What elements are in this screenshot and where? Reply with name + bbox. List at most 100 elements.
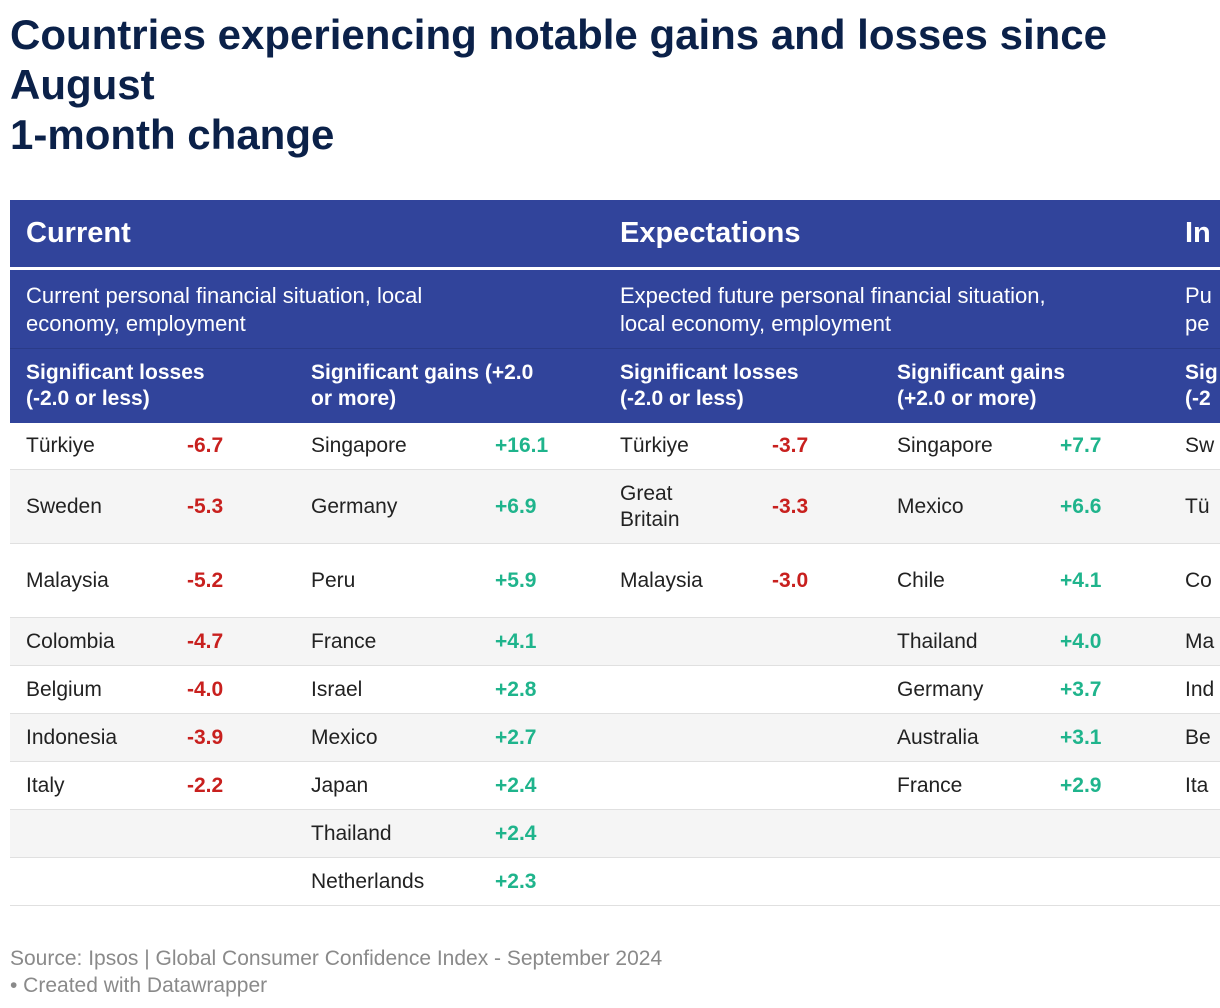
chart-title: Countries experiencing notable gains and… bbox=[10, 10, 1200, 160]
change-value: -4.7 bbox=[187, 630, 224, 653]
table-row: Türkiye -6.7 Singapore +16.1 Türkiye -3.7 Sing… bbox=[10, 422, 1220, 470]
section-title-current: Current bbox=[26, 217, 131, 249]
change-value: -3.0 bbox=[772, 569, 809, 592]
country-name: Türkiye bbox=[26, 434, 95, 457]
data-table: Current Expectations In Current personal… bbox=[10, 200, 1220, 910]
country-name: Mexico bbox=[311, 726, 378, 749]
country-name: Germany bbox=[311, 495, 398, 518]
country-name: Mexico bbox=[897, 495, 964, 518]
change-value: +2.7 bbox=[495, 726, 537, 749]
header-line: Significant losses bbox=[620, 361, 799, 384]
change-value: +3.1 bbox=[1060, 726, 1102, 749]
change-value: +16.1 bbox=[495, 434, 549, 457]
change-value: +5.9 bbox=[495, 569, 537, 592]
country-name: Ma bbox=[1185, 630, 1215, 653]
header-line: Significant gains bbox=[897, 361, 1066, 384]
country-name: Indonesia bbox=[26, 726, 118, 749]
change-value: -5.2 bbox=[187, 569, 224, 592]
change-value: -3.7 bbox=[772, 434, 809, 457]
change-value: +4.0 bbox=[1060, 630, 1102, 653]
header-line: Significant losses bbox=[26, 361, 205, 384]
header-line: (-2.0 or less) bbox=[26, 387, 150, 410]
change-value: +3.7 bbox=[1060, 678, 1102, 701]
country-name: Belgium bbox=[26, 678, 102, 701]
change-value: +4.1 bbox=[495, 630, 537, 653]
change-value: -4.0 bbox=[187, 678, 224, 701]
description-line: Current personal financial situation, lo… bbox=[26, 283, 423, 308]
country-name: Thailand bbox=[311, 822, 392, 845]
country-name: Malaysia bbox=[620, 569, 703, 592]
country-name: Singapore bbox=[897, 434, 993, 457]
section-title-row: Current Expectations In bbox=[10, 200, 1220, 267]
credit-note: • Created with Datawrapper bbox=[10, 974, 268, 997]
table-row: Italy -2.2 Japan +2.4 France +2.9 Ita bbox=[10, 762, 1220, 810]
source-note: Source: Ipsos | Global Consumer Confiden… bbox=[10, 947, 663, 970]
table-row: Malaysia -5.2 Peru +5.9 Malaysia -3.0 Chile +4.… bbox=[10, 544, 1220, 618]
description-line: economy, employment bbox=[26, 311, 246, 336]
country-name: Chile bbox=[897, 569, 945, 592]
description-line: pe bbox=[1185, 311, 1210, 336]
table-row: Netherlands +2.3 bbox=[10, 858, 1220, 906]
country-name: France bbox=[311, 630, 377, 653]
table-row: Thailand +2.4 bbox=[10, 810, 1220, 858]
country-name: Netherlands bbox=[311, 870, 425, 893]
country-name-line: Britain bbox=[620, 508, 680, 531]
change-value: +2.8 bbox=[495, 678, 537, 701]
title-line-1: Countries experiencing notable gains and… bbox=[10, 11, 1107, 58]
country-name: Great Britain bbox=[620, 481, 680, 533]
description-line: Expected future personal financial situa… bbox=[620, 283, 1046, 308]
table-row: Sweden -5.3 Germany +6.9 Great Britain -3.3 Mex… bbox=[10, 470, 1220, 544]
title-line-2: August bbox=[10, 61, 155, 108]
change-value: +2.9 bbox=[1060, 774, 1102, 797]
change-value: +7.7 bbox=[1060, 434, 1102, 457]
change-value: -5.3 bbox=[187, 495, 224, 518]
country-name: Australia bbox=[897, 726, 979, 749]
header-line: (-2 bbox=[1185, 387, 1211, 410]
section-title-third: In bbox=[1185, 217, 1211, 249]
country-name: France bbox=[897, 774, 963, 797]
description-line: local economy, employment bbox=[620, 311, 892, 336]
section-description-expectations: Expected future personal financial situa… bbox=[620, 282, 1046, 338]
footer: Source: Ipsos | Global Consumer Confiden… bbox=[10, 945, 1010, 999]
change-value: -6.7 bbox=[187, 434, 224, 457]
section-title-expectations: Expectations bbox=[620, 217, 801, 249]
table-row: Indonesia -3.9 Mexico +2.7 Australia +3.1 Be bbox=[10, 714, 1220, 762]
header-line: (-2.0 or less) bbox=[620, 387, 744, 410]
country-name: Israel bbox=[311, 678, 363, 701]
country-name: Co bbox=[1185, 569, 1212, 592]
header-divider bbox=[10, 267, 1220, 270]
change-value: +6.9 bbox=[495, 495, 537, 518]
column-header-current-gains: Significant gains (+2.0 or more) bbox=[311, 360, 533, 412]
country-name: Ita bbox=[1185, 774, 1209, 797]
description-line: Pu bbox=[1185, 283, 1212, 308]
change-value: +2.3 bbox=[495, 870, 537, 893]
country-name: Singapore bbox=[311, 434, 407, 457]
section-description-row: Current personal financial situation, lo… bbox=[10, 270, 1220, 348]
change-value: +4.1 bbox=[1060, 569, 1102, 592]
change-value: +2.4 bbox=[495, 774, 537, 797]
country-name: Japan bbox=[311, 774, 369, 797]
header-line: Sig bbox=[1185, 361, 1218, 384]
section-description-third: Pu pe bbox=[1185, 282, 1212, 338]
country-name: Sweden bbox=[26, 495, 102, 518]
country-name-line: Great bbox=[620, 482, 673, 505]
country-name: Italy bbox=[26, 774, 65, 797]
column-header-current-losses: Significant losses (-2.0 or less) bbox=[26, 360, 205, 412]
header-line: (+2.0 or more) bbox=[897, 387, 1037, 410]
header-line: Significant gains (+2.0 bbox=[311, 361, 534, 384]
country-name: Peru bbox=[311, 569, 356, 592]
column-header-row: Significant losses (-2.0 or less) Signif… bbox=[10, 348, 1220, 423]
country-name: Tü bbox=[1185, 495, 1210, 518]
change-value: -3.3 bbox=[772, 495, 809, 518]
title-line-3: 1-month change bbox=[10, 111, 335, 158]
country-name: Malaysia bbox=[26, 569, 109, 592]
column-header-third: Sig (-2 bbox=[1185, 360, 1218, 412]
table-row: Colombia -4.7 France +4.1 Thailand +4.0 Ma bbox=[10, 618, 1220, 666]
country-name: Türkiye bbox=[620, 434, 689, 457]
country-name: Thailand bbox=[897, 630, 978, 653]
country-name: Germany bbox=[897, 678, 984, 701]
change-value: +6.6 bbox=[1060, 495, 1102, 518]
section-description-current: Current personal financial situation, lo… bbox=[26, 282, 422, 338]
country-name: Be bbox=[1185, 726, 1211, 749]
country-name: Colombia bbox=[26, 630, 115, 653]
